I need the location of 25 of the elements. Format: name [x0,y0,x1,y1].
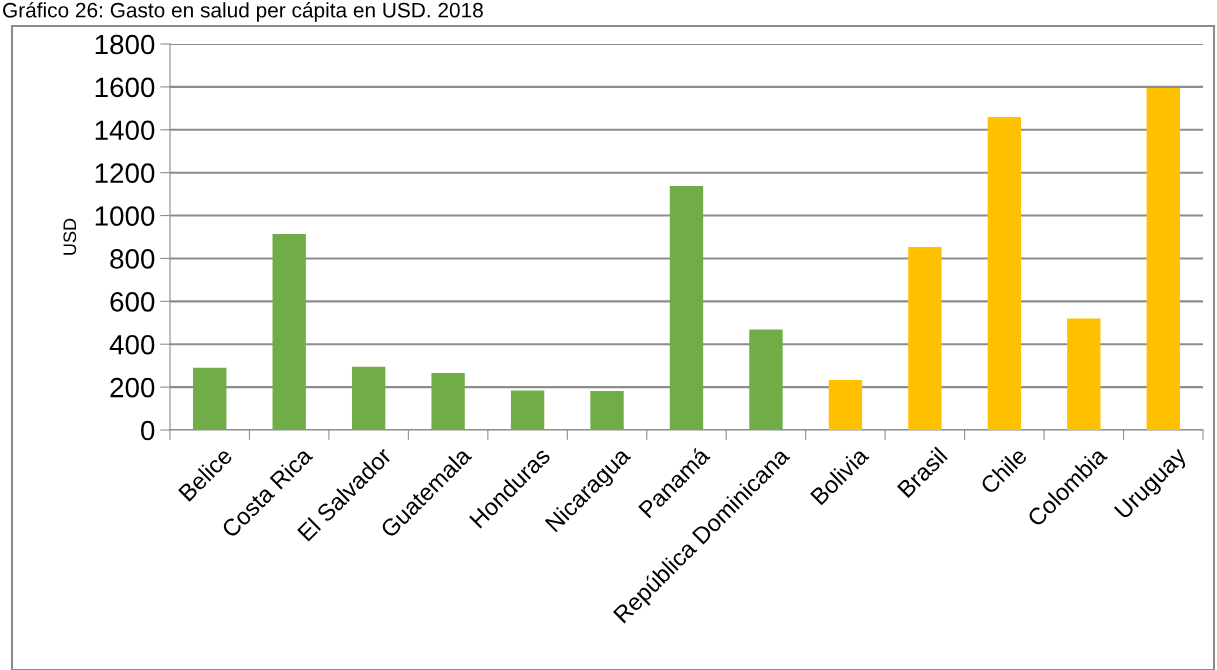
y-tick-label: 1200 [95,163,155,184]
bar [510,390,545,430]
bar [987,116,1022,430]
y-tick-label: 1000 [95,206,155,226]
y-tick-label: 1800 [95,34,155,55]
bar [1067,318,1101,430]
bar [272,234,306,430]
y-tick-label: 800 [110,249,155,269]
y-tick-label: 1400 [95,120,155,141]
bar [828,380,863,430]
bar [351,366,386,430]
y-tick-label: 0 [141,420,155,441]
bar [908,247,942,430]
bar [193,367,227,430]
chart-title: Gráfico 26: Gasto en salud per cápita en USD. 2018 [3,2,483,22]
y-tick-label: 1600 [95,77,155,98]
bar [749,329,783,430]
bar [590,390,624,430]
bar [669,185,704,430]
y-axis-title: USD [63,218,77,255]
y-tick-label: 400 [109,334,155,355]
bar [1146,87,1180,430]
y-tick-label: 600 [110,292,155,312]
y-tick-label: 200 [110,377,155,398]
bar [431,372,465,430]
